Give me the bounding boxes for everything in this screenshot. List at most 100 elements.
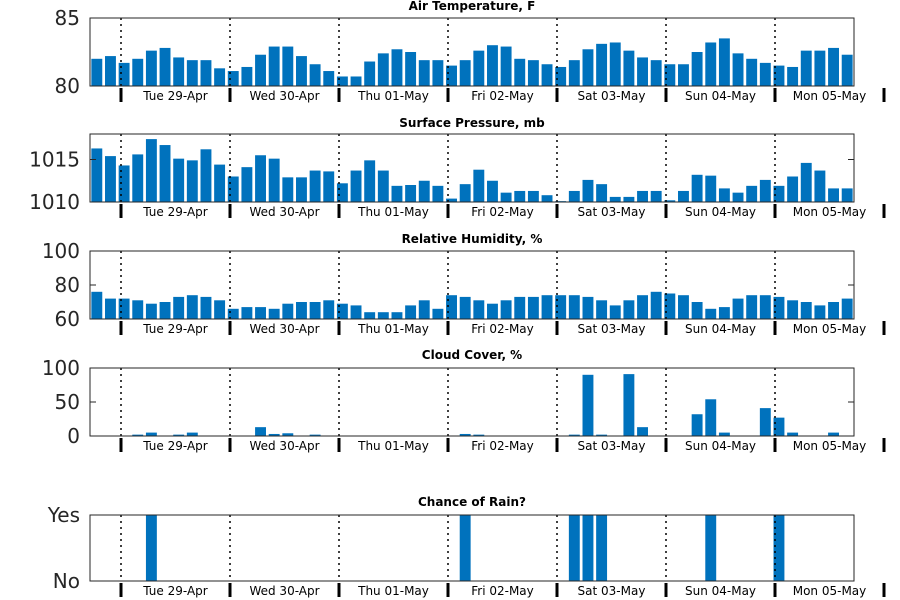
bar	[282, 303, 294, 319]
bar	[159, 47, 171, 86]
x-tick-label: Thu 01-May	[357, 439, 429, 453]
bar	[678, 64, 689, 86]
bar	[282, 433, 294, 436]
x-tick-label: Mon 05-May	[793, 205, 867, 219]
bar	[323, 71, 335, 86]
bar	[255, 155, 266, 202]
bar	[568, 60, 580, 86]
bar	[432, 60, 444, 86]
plot-frame	[89, 133, 855, 203]
bar	[145, 303, 157, 319]
bar	[541, 64, 553, 86]
bar	[473, 169, 485, 202]
bar	[732, 298, 744, 319]
bar	[582, 374, 594, 436]
bar	[241, 66, 253, 86]
bar	[500, 46, 512, 86]
bar	[268, 46, 280, 86]
bar	[145, 139, 157, 202]
bar	[582, 179, 594, 202]
bar	[596, 515, 608, 581]
bar	[391, 185, 403, 202]
bar	[323, 300, 335, 319]
bar	[705, 42, 717, 86]
bar	[350, 76, 362, 86]
bar	[473, 50, 485, 86]
bar	[459, 296, 471, 319]
bar	[446, 65, 457, 86]
x-tick-label: Sun 04-May	[685, 584, 756, 598]
bar	[227, 308, 239, 319]
panel-title: Relative Humidity, %	[402, 232, 543, 246]
bar	[446, 295, 457, 319]
bar	[132, 154, 144, 202]
x-tick-label: Wed 30-Apr	[249, 322, 319, 336]
bar	[118, 165, 130, 202]
bar	[159, 145, 171, 202]
bar	[841, 54, 853, 86]
bar	[500, 300, 512, 319]
bar	[473, 300, 485, 319]
bar	[336, 76, 348, 86]
y-tick-label: 80	[55, 273, 80, 297]
bar	[418, 60, 430, 86]
x-tick-label: Thu 01-May	[357, 322, 429, 336]
x-tick-label: Sun 04-May	[685, 439, 756, 453]
x-tick-label: Fri 02-May	[471, 439, 534, 453]
y-tick-label: 85	[55, 6, 80, 30]
bar	[623, 374, 635, 436]
bar	[664, 64, 676, 86]
bar	[718, 38, 730, 86]
x-tick-label: Thu 01-May	[357, 584, 429, 598]
bar	[637, 190, 648, 202]
bar	[732, 192, 744, 202]
bar	[418, 300, 430, 319]
plot-frame	[89, 514, 855, 582]
x-tick-label: Sun 04-May	[685, 322, 756, 336]
bar	[746, 295, 758, 319]
bar	[800, 50, 812, 86]
bar	[787, 66, 799, 86]
bar	[118, 62, 130, 86]
bar	[596, 434, 608, 436]
x-tick-label: Sat 03-May	[578, 584, 646, 598]
bar	[118, 298, 130, 319]
bar	[705, 175, 717, 202]
x-tick-label: Tue 29-Apr	[142, 205, 207, 219]
y-tick-label: Yes	[47, 503, 80, 527]
bar	[91, 291, 103, 319]
bar	[759, 179, 771, 202]
bar	[459, 60, 471, 86]
bar	[596, 184, 608, 202]
bar	[186, 60, 198, 86]
bar	[787, 432, 799, 436]
bar	[255, 307, 266, 319]
bar	[91, 148, 103, 202]
bar	[487, 45, 498, 86]
x-tick-label: Mon 05-May	[793, 322, 867, 336]
x-tick-label: Wed 30-Apr	[249, 584, 319, 598]
bar	[555, 66, 567, 86]
x-tick-label: Wed 30-Apr	[249, 89, 319, 103]
bar	[705, 515, 717, 581]
bar	[568, 434, 580, 436]
bar	[282, 177, 294, 202]
panel-4: Chance of Rain? No Yes Tue 29-Apr Wed 30-Apr…	[47, 495, 886, 598]
y-tick-label: 0	[67, 424, 80, 448]
bar	[691, 174, 703, 202]
bar	[309, 170, 321, 202]
bar	[828, 302, 839, 319]
bar	[541, 295, 553, 319]
bar	[718, 307, 730, 319]
bar	[732, 53, 744, 86]
bar	[828, 47, 839, 86]
bar	[623, 300, 635, 319]
bar	[787, 176, 799, 202]
bar	[814, 170, 826, 202]
bar	[296, 56, 307, 86]
bar	[705, 399, 717, 436]
panel-title: Chance of Rain?	[418, 495, 526, 509]
x-tick-label: Wed 30-Apr	[249, 205, 319, 219]
panel-3: Cloud Cover, % 0 50 100 Tue 29-Apr Wed 30-Apr…	[42, 348, 886, 453]
bar	[364, 61, 376, 86]
